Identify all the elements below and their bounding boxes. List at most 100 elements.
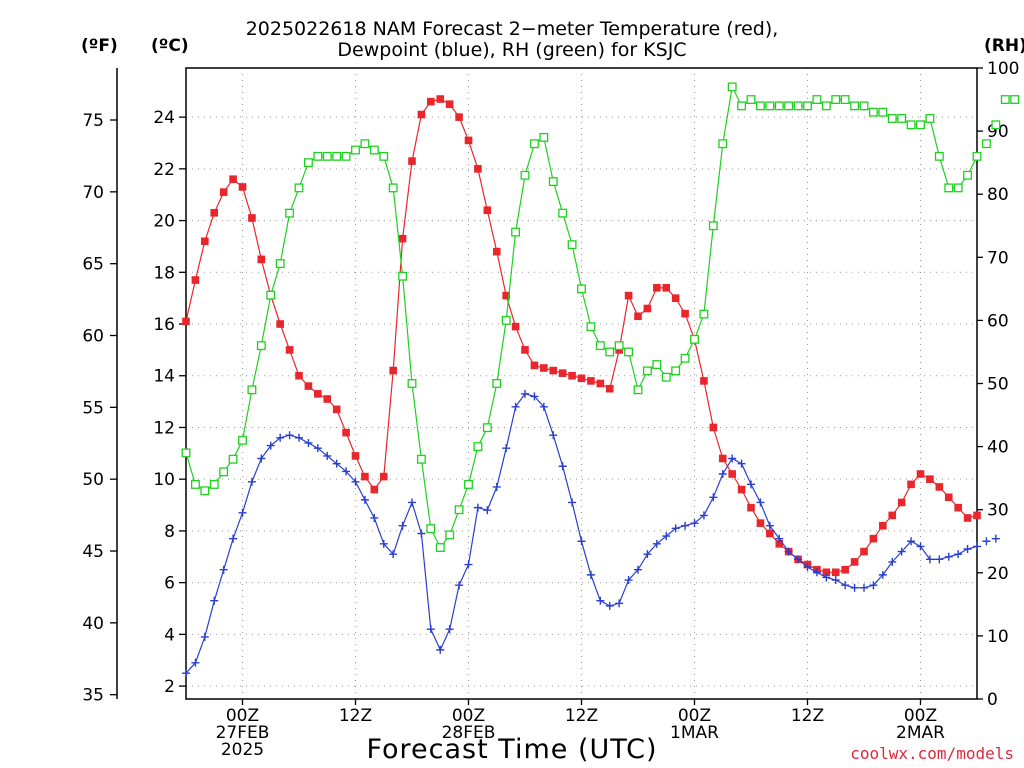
dewpoint-point — [304, 438, 313, 447]
dewpoint-point — [869, 581, 878, 590]
dewpoint-point — [605, 601, 614, 610]
temperature-point — [907, 480, 915, 489]
temperature-point — [389, 366, 397, 375]
dewpoint-point — [464, 560, 473, 569]
dewpoint-point — [812, 568, 821, 577]
rh-point — [190, 480, 200, 489]
chart-title-line-1: 2025022618 NAM Forecast 2−meter Temperat… — [245, 18, 779, 40]
celsius-tick-label: 22 — [153, 160, 175, 180]
dewpoint-point — [229, 534, 238, 543]
dewpoint-point — [521, 389, 529, 398]
dewpoint-point — [332, 459, 341, 468]
dewpoint-point — [907, 537, 916, 546]
rh-point — [247, 385, 257, 395]
x-tick-label: 28FEB — [442, 723, 496, 743]
dewpoint-line — [186, 393, 977, 674]
dewpoint-point — [596, 596, 605, 605]
rh-point — [690, 334, 699, 344]
dewpoint-point — [455, 581, 464, 590]
rh-point — [595, 341, 605, 351]
fahrenheit-tick-label: 50 — [82, 470, 104, 490]
rh-point — [548, 177, 558, 187]
dewpoint-point — [558, 462, 567, 471]
rh-point — [464, 480, 473, 489]
dewpoint-point — [586, 570, 595, 579]
temperature-point — [662, 284, 671, 292]
temperature-point — [455, 113, 463, 121]
dewpoint-point — [765, 521, 774, 530]
temperature-point — [511, 322, 520, 331]
dewpoint-point — [285, 431, 294, 440]
dewpoint-point — [794, 555, 803, 564]
dewpoint-point — [549, 431, 558, 440]
rh-tick-label: 40 — [987, 438, 1009, 458]
temperature-point — [248, 214, 256, 222]
rh-point — [294, 183, 304, 193]
x-tick-label: 00Z — [678, 706, 711, 726]
rh-point — [360, 139, 370, 149]
temperature-point — [295, 371, 303, 380]
rh-point — [426, 524, 436, 534]
rh-point — [539, 132, 549, 142]
temperature-point — [257, 255, 266, 264]
dewpoint-point — [615, 599, 624, 608]
rh-point — [1010, 95, 1020, 104]
dewpoint-point — [916, 542, 925, 551]
rh-point — [708, 221, 718, 231]
celsius-tick-label: 14 — [153, 367, 175, 387]
rh-point — [313, 151, 323, 161]
rh-point — [737, 101, 747, 111]
dewpoint-point — [963, 545, 972, 554]
rh-point — [614, 341, 624, 351]
temperature-point — [596, 379, 605, 388]
temperature-point — [737, 485, 746, 494]
temperature-point — [238, 183, 247, 191]
temperature-point — [285, 346, 294, 354]
fahrenheit-tick-label: 75 — [82, 111, 104, 131]
temperature-point — [587, 377, 595, 385]
temperature-point — [756, 519, 765, 527]
dewpoint-point — [379, 539, 388, 548]
rh-point — [944, 183, 954, 193]
rh-point — [492, 379, 502, 388]
temperature-point — [860, 547, 868, 556]
rh-point — [416, 454, 426, 464]
rh-point — [332, 151, 342, 161]
dewpoint-point — [850, 583, 859, 592]
temperature-point — [822, 568, 831, 577]
chart-title-line-2: Dewpoint (blue), RH (green) for KSJC — [337, 39, 687, 61]
temperature-point — [766, 529, 774, 538]
dewpoint-point — [737, 459, 746, 468]
celsius-tick-label: 10 — [153, 470, 175, 490]
temperature-point — [879, 521, 887, 530]
temperature-point — [558, 369, 567, 377]
rh-point — [784, 101, 794, 111]
dewpoint-point — [492, 482, 501, 491]
celsius-tick-label: 24 — [153, 108, 175, 128]
rh-point — [803, 101, 812, 111]
dewpoint-point — [436, 645, 445, 654]
dewpoint-point — [944, 552, 953, 561]
dewpoint-point — [342, 467, 351, 476]
temperature-point — [464, 136, 473, 145]
rh-point — [511, 227, 521, 237]
rh-point — [906, 120, 916, 130]
temperature-point — [201, 237, 209, 246]
rh-point — [586, 322, 596, 332]
dewpoint-point — [398, 521, 407, 530]
rh-point — [963, 170, 973, 180]
dewpoint-point — [191, 658, 200, 667]
rh-point — [981, 139, 991, 149]
rh-point — [369, 145, 379, 155]
rh-point — [398, 271, 408, 281]
fahrenheit-tick-label: 40 — [82, 614, 104, 634]
temperature-point — [775, 540, 784, 548]
temperature-point — [653, 284, 661, 292]
rh-point — [850, 101, 860, 111]
rh-tick-label: 0 — [987, 690, 998, 710]
source-credit: coolwx.com/models — [850, 744, 1014, 763]
rh-tick-label: 30 — [987, 501, 1009, 521]
temperature-point — [492, 247, 501, 256]
dewpoint-point — [483, 506, 492, 515]
rh-point — [727, 82, 737, 92]
